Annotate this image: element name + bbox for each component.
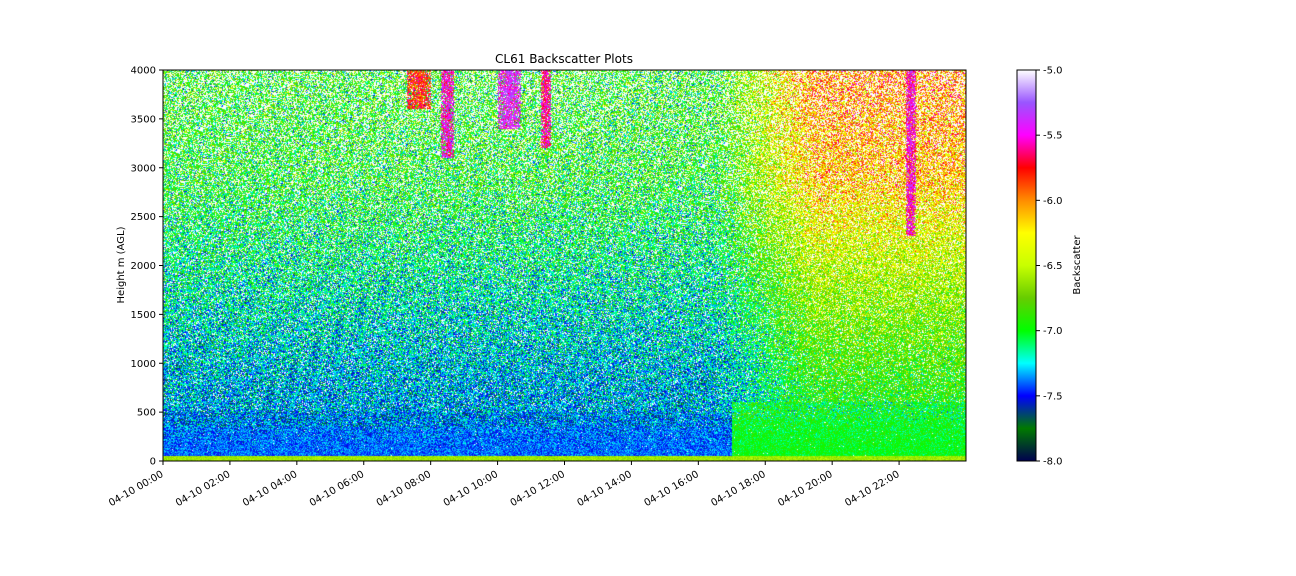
x-tick-label: 04-10 18:00 bbox=[709, 469, 767, 509]
x-tick-label: 04-10 10:00 bbox=[442, 469, 500, 509]
x-tick-label: 04-10 14:00 bbox=[576, 469, 634, 509]
colorbar: -5.0 -5.5 -6.0 -6.5 -7.0 -7.5 -8.0 Backscatter bbox=[1016, 66, 1083, 468]
colorbar-tick-label: -6.5 bbox=[1043, 261, 1063, 272]
colorbar-label: Backscatter bbox=[1072, 235, 1083, 295]
colorbar-tick-label: -6.0 bbox=[1043, 196, 1063, 207]
x-tick-label: 04-10 08:00 bbox=[375, 469, 433, 509]
colorbar-tick-label: -5.5 bbox=[1043, 131, 1063, 142]
y-tick-label: 2500 bbox=[131, 212, 156, 223]
colorbar-gradient bbox=[1017, 70, 1036, 461]
y-tick-label: 3500 bbox=[131, 114, 156, 125]
y-tick-label: 1000 bbox=[131, 359, 156, 370]
x-tick-label: 04-10 06:00 bbox=[308, 469, 366, 509]
x-tick-label: 04-10 12:00 bbox=[509, 469, 567, 509]
chart-title: CL61 Backscatter Plots bbox=[495, 52, 633, 66]
plot-area bbox=[162, 69, 967, 462]
y-axis-label: Height m (AGL) bbox=[116, 226, 127, 303]
y-tick-label: 4000 bbox=[131, 66, 156, 77]
backscatter-heatmap bbox=[163, 70, 966, 461]
y-tick-label: 1500 bbox=[131, 310, 156, 321]
y-tick-label: 500 bbox=[137, 408, 156, 419]
x-axis: 04-10 00:00 04-10 02:00 04-10 04:00 04-10 0… bbox=[107, 461, 902, 509]
y-tick-label: 2000 bbox=[131, 261, 156, 272]
x-tick-label: 04-10 00:00 bbox=[107, 469, 165, 509]
x-tick-label: 04-10 02:00 bbox=[174, 469, 232, 509]
colorbar-tick-label: -5.0 bbox=[1043, 66, 1063, 77]
colorbar-tick-label: -7.5 bbox=[1043, 391, 1063, 402]
y-axis: 0 500 1000 1500 2000 2500 3000 3500 4000 bbox=[131, 66, 163, 468]
colorbar-tick-label: -8.0 bbox=[1043, 457, 1063, 468]
colorbar-tick-label: -7.0 bbox=[1043, 326, 1063, 337]
y-tick-label: 3000 bbox=[131, 163, 156, 174]
x-tick-label: 04-10 22:00 bbox=[843, 469, 901, 509]
x-tick-label: 04-10 20:00 bbox=[776, 469, 834, 509]
y-tick-label: 0 bbox=[150, 457, 156, 468]
x-tick-label: 04-10 04:00 bbox=[241, 469, 299, 509]
x-tick-label: 04-10 16:00 bbox=[642, 469, 700, 509]
colorbar-ticks: -5.0 -5.5 -6.0 -6.5 -7.0 -7.5 -8.0 bbox=[1036, 66, 1063, 468]
